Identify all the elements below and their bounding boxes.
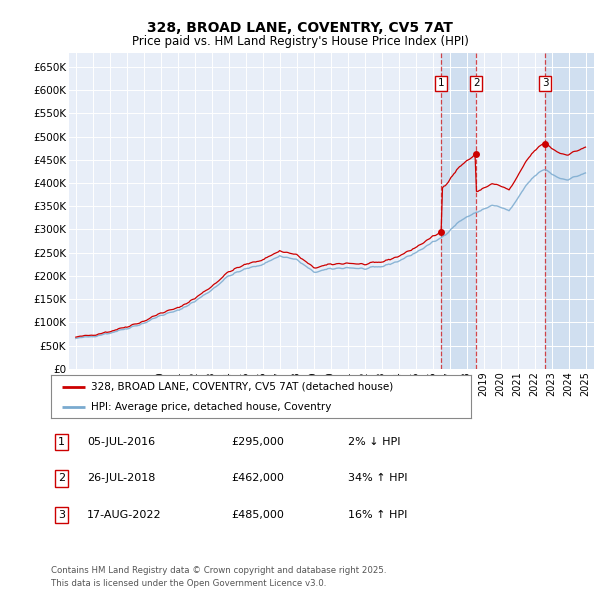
Bar	[441, 53, 476, 369]
Text: 05-JUL-2016: 05-JUL-2016	[87, 437, 155, 447]
Text: £462,000: £462,000	[231, 474, 284, 483]
Bar	[545, 53, 594, 369]
Text: 328, BROAD LANE, COVENTRY, CV5 7AT: 328, BROAD LANE, COVENTRY, CV5 7AT	[147, 21, 453, 35]
Text: 26-JUL-2018: 26-JUL-2018	[87, 474, 155, 483]
Text: 2% ↓ HPI: 2% ↓ HPI	[348, 437, 401, 447]
Text: 328, BROAD LANE, COVENTRY, CV5 7AT (detached house): 328, BROAD LANE, COVENTRY, CV5 7AT (deta…	[91, 382, 393, 392]
Text: HPI: Average price, detached house, Coventry: HPI: Average price, detached house, Cove…	[91, 402, 331, 412]
Text: 16% ↑ HPI: 16% ↑ HPI	[348, 510, 407, 520]
Text: 3: 3	[58, 510, 65, 520]
Text: £295,000: £295,000	[231, 437, 284, 447]
Text: 1: 1	[438, 78, 445, 88]
Text: 34% ↑ HPI: 34% ↑ HPI	[348, 474, 407, 483]
Text: 17-AUG-2022: 17-AUG-2022	[87, 510, 161, 520]
Text: 2: 2	[473, 78, 479, 88]
Text: 3: 3	[542, 78, 548, 88]
Text: £485,000: £485,000	[231, 510, 284, 520]
Text: Contains HM Land Registry data © Crown copyright and database right 2025.
This d: Contains HM Land Registry data © Crown c…	[51, 566, 386, 588]
Text: Price paid vs. HM Land Registry's House Price Index (HPI): Price paid vs. HM Land Registry's House …	[131, 35, 469, 48]
Text: 2: 2	[58, 474, 65, 483]
Text: 1: 1	[58, 437, 65, 447]
